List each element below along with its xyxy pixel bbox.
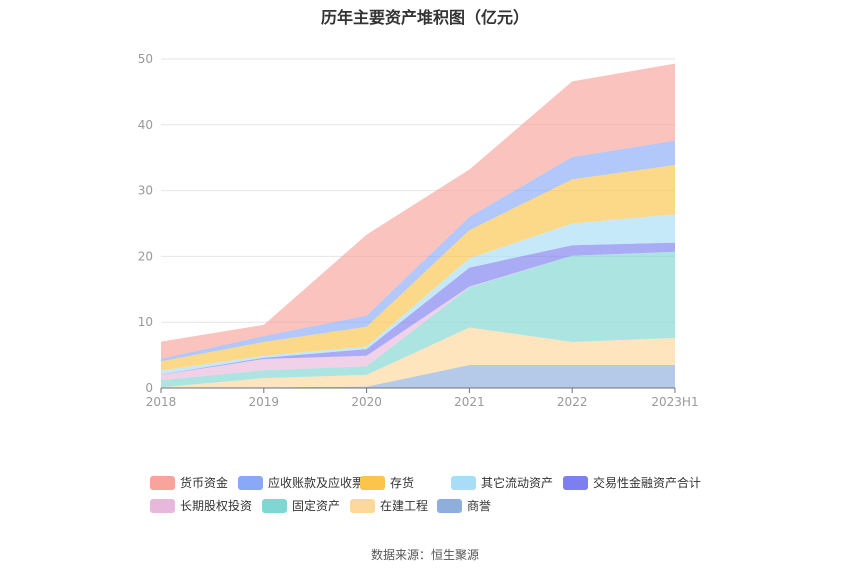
stacked-area-chart: 0 10 20 30 40 50 2018 2019 2020 2021 2022 2023H1 [138, 52, 699, 409]
legend-swatch [451, 475, 476, 490]
legend-item[interactable]: 交易性金融资产合计 [563, 474, 701, 491]
y-tick-label: 0 [145, 381, 153, 395]
legend-item[interactable]: 存货 [360, 474, 414, 491]
x-tick-label: 2019 [249, 395, 280, 409]
legend-label: 长期股权投资 [180, 499, 253, 513]
legend-swatch [150, 475, 175, 490]
legend-swatch [350, 498, 375, 513]
area-8 [161, 63, 675, 359]
legend-item[interactable]: 其它流动资产 [451, 474, 553, 491]
legend-item[interactable]: 商誉 [437, 497, 491, 514]
y-tick-label: 50 [138, 52, 153, 66]
legend-label: 存货 [390, 476, 415, 490]
legend-item[interactable]: 在建工程 [350, 497, 428, 514]
legend-label: 固定资产 [292, 499, 341, 513]
legend-swatch [563, 475, 588, 490]
legend-label: 交易性金融资产合计 [593, 476, 702, 490]
y-tick-label: 10 [138, 315, 153, 329]
legend-label: 商誉 [467, 499, 492, 513]
x-tick-label: 2022 [557, 395, 588, 409]
legend-item[interactable]: 货币资金 [150, 474, 228, 491]
legend-label: 应收账款及应收票据 [268, 476, 377, 490]
legend-swatch [150, 498, 175, 513]
area-7 [161, 140, 675, 362]
x-tick-label: 2018 [146, 395, 177, 409]
legend-swatch [437, 498, 462, 513]
y-tick-label: 30 [138, 184, 153, 198]
x-tick-label: 2021 [454, 395, 485, 409]
legend-label: 其它流动资产 [481, 476, 554, 490]
legend-item[interactable]: 长期股权投资 [150, 497, 252, 514]
y-tick-label: 40 [138, 118, 153, 132]
x-tick-label: 2023H1 [651, 395, 698, 409]
y-tick-label: 20 [138, 249, 153, 263]
legend-swatch [360, 475, 385, 490]
area-4 [161, 242, 675, 375]
area-5 [161, 214, 675, 375]
legend-label: 货币资金 [180, 476, 229, 490]
chart-title: 历年主要资产堆积图（亿元） [320, 8, 529, 27]
area-3 [161, 251, 675, 381]
legend-item[interactable]: 应收账款及应收票据 [238, 474, 376, 491]
area-1 [161, 327, 675, 388]
legend-item[interactable]: 固定资产 [262, 497, 340, 514]
legend-label: 在建工程 [380, 499, 429, 513]
legend-swatch [238, 475, 263, 490]
legend-swatch [262, 498, 287, 513]
x-tick-label: 2020 [351, 395, 382, 409]
data-source: 数据来源：恒生聚源 [370, 548, 479, 562]
area-6 [161, 164, 675, 371]
area-0 [161, 364, 675, 388]
area-2 [161, 251, 675, 388]
